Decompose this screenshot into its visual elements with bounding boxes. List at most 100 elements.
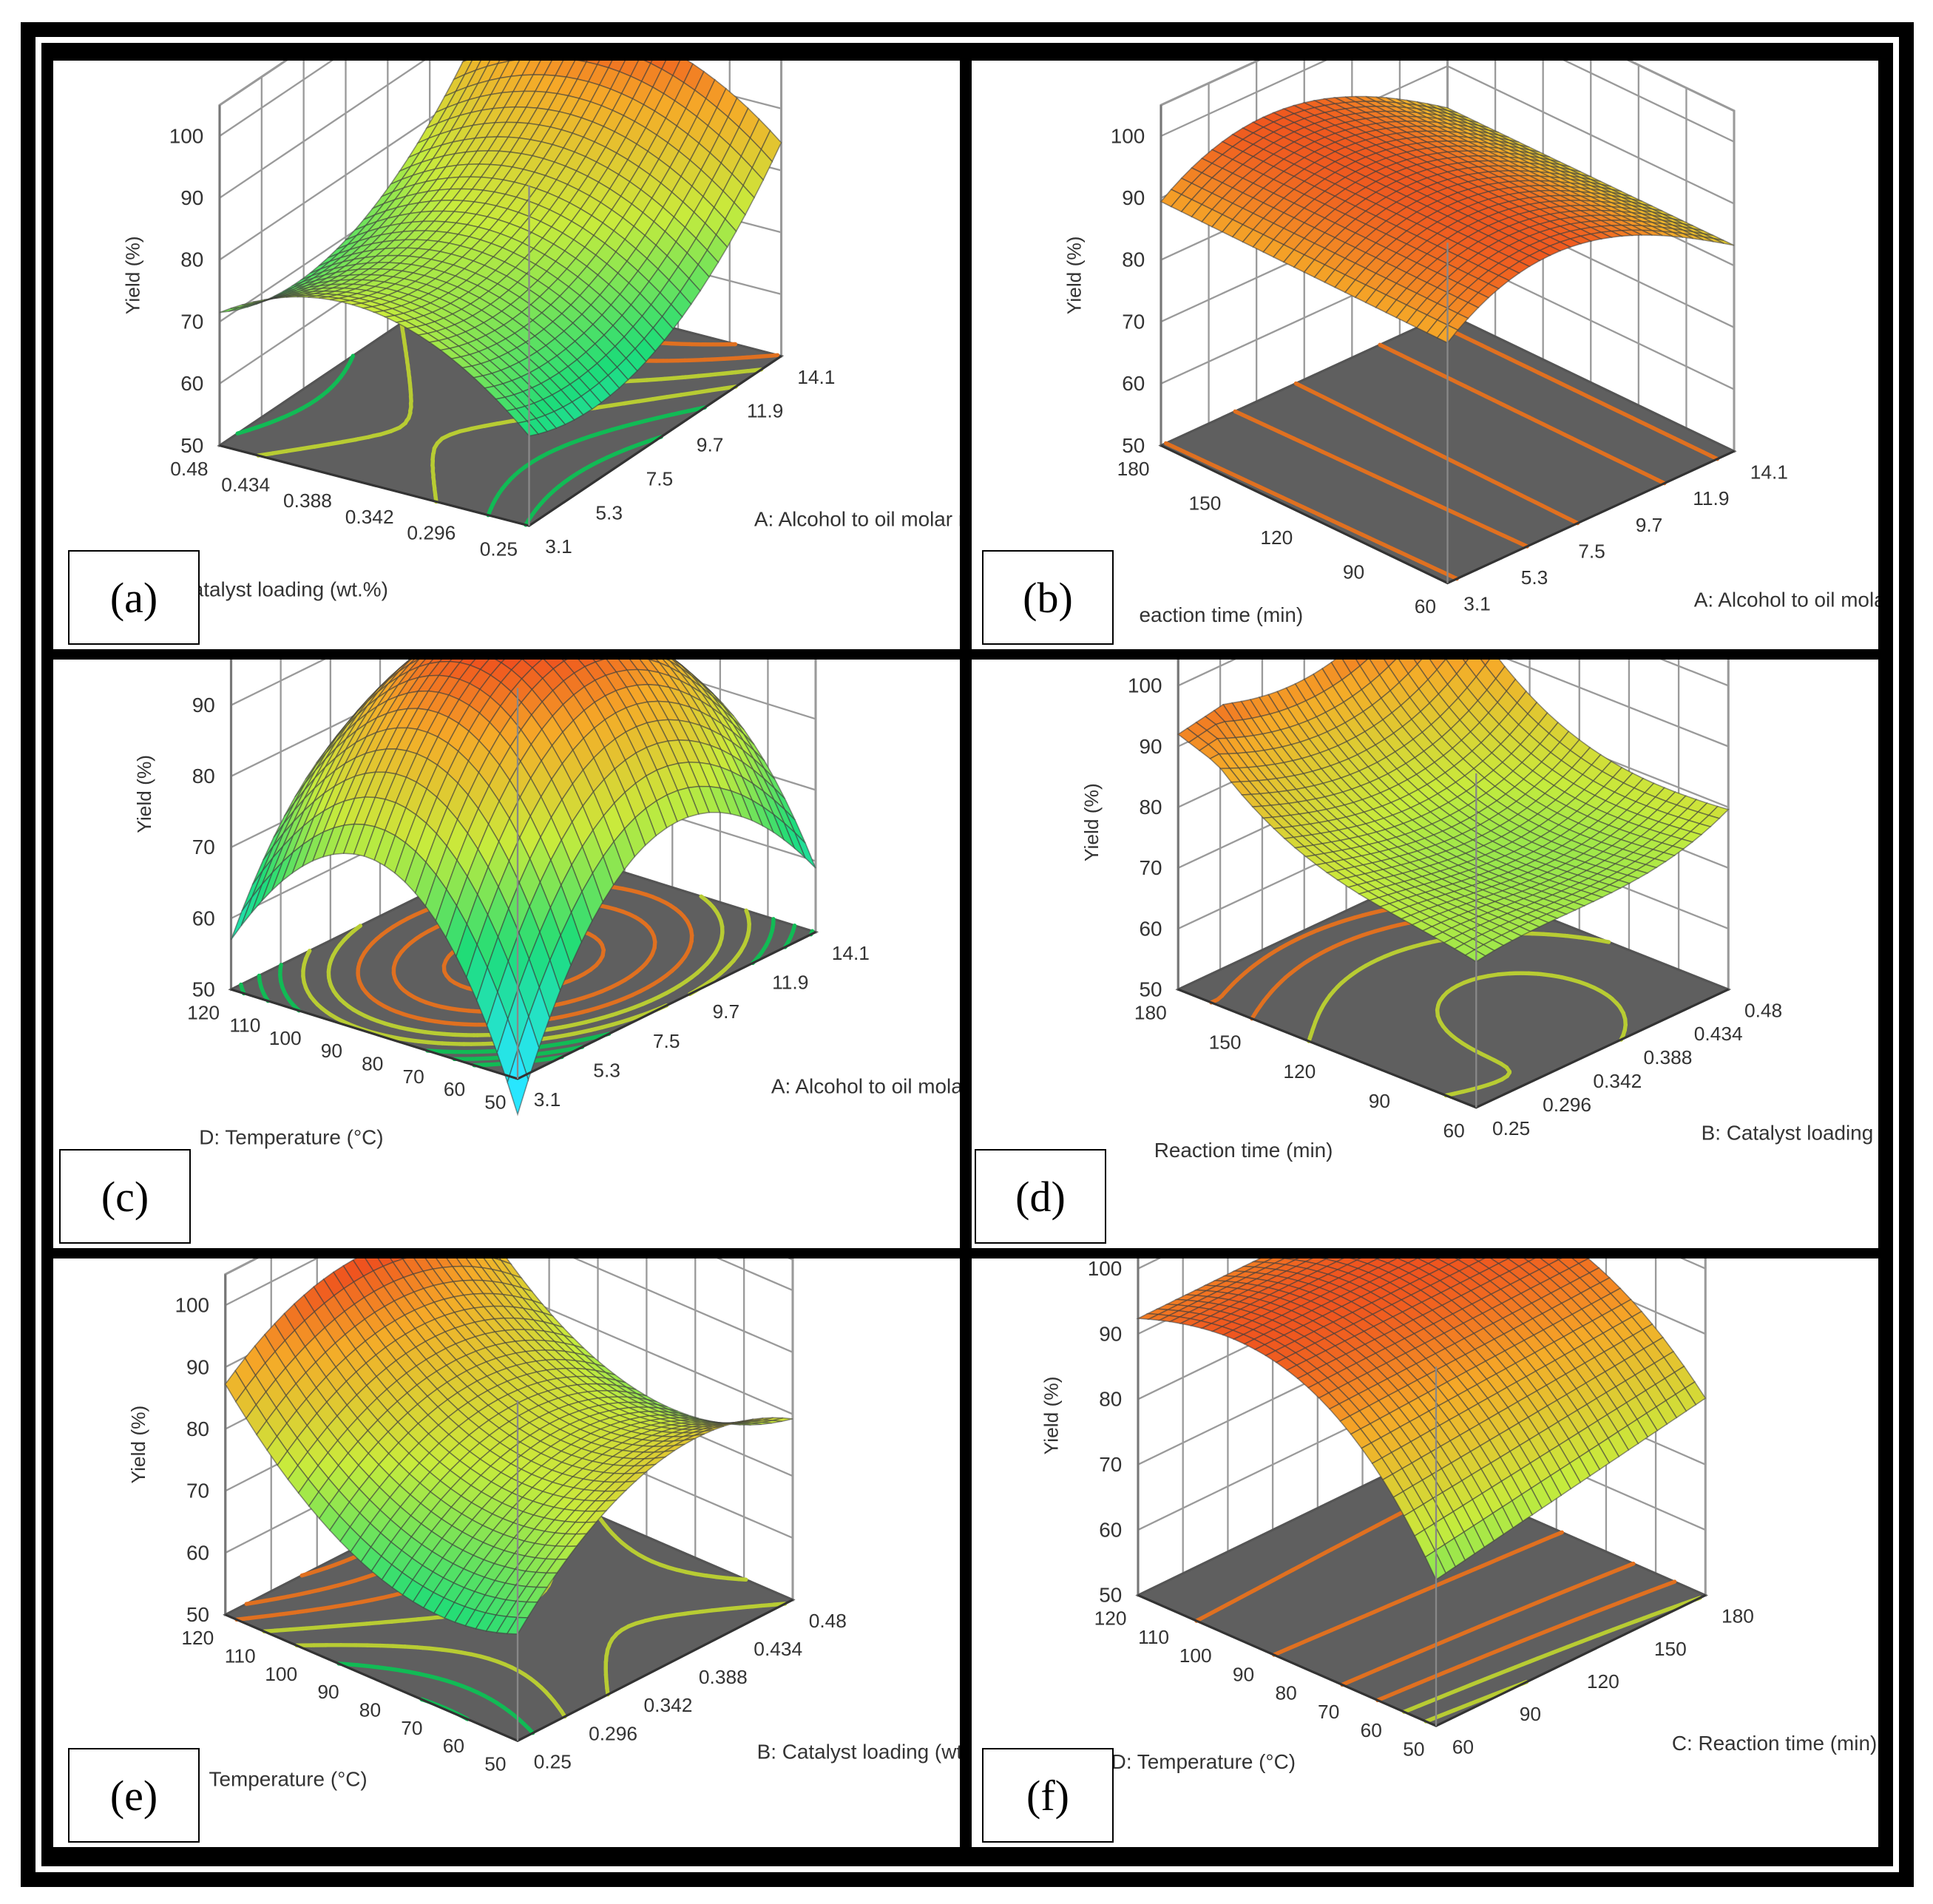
y-tick-label: 100 (265, 1663, 297, 1685)
z-axis-label: Yield (%) (133, 755, 155, 833)
y-tick-label: 70 (1318, 1701, 1339, 1723)
z-tick-label: 90 (180, 186, 203, 209)
y-tick-label: 120 (181, 1627, 214, 1649)
x-tick-label: 14.1 (832, 942, 870, 964)
y-tick-label: 50 (484, 1753, 506, 1775)
x-tick-label: 11.9 (1693, 487, 1729, 509)
x-tick-label: 7.5 (1578, 540, 1605, 562)
surface-plot-b: 50 60 70 80 90 100 Yield (%) 3.1 5.3 7.5 9.7 11.9 14… (1063, 61, 1878, 626)
z-tick-label: 90 (186, 1355, 209, 1378)
surface-plot-e: 50 60 70 80 90 100 Yield (%) 0.25 0.296 0.342 0.38… (127, 1258, 960, 1790)
x-tick-label: 7.5 (653, 1030, 680, 1052)
y-tick-label: 60 (444, 1078, 465, 1100)
z-tick-label: 100 (169, 124, 204, 147)
x-tick-label: 11.9 (772, 971, 808, 993)
y-tick-label: 60 (1443, 1119, 1464, 1142)
y-tick-label: 0.48 (170, 458, 208, 480)
y-tick-label: 150 (1188, 492, 1221, 514)
x-tick-label: 120 (1587, 1670, 1619, 1693)
y-tick-label: 110 (229, 1014, 260, 1037)
z-tick-label: 100 (1111, 124, 1145, 147)
y-tick-label: 0.434 (221, 474, 270, 496)
y-tick-label: 80 (359, 1698, 381, 1721)
panel-f: 50 60 70 80 90 100 Yield (%) 60 90 120 150 180 C: Re… (972, 1258, 1878, 1847)
y-tick-label: 110 (225, 1644, 256, 1667)
y-tick-label: 60 (1361, 1719, 1382, 1741)
panel-a: 50 60 70 80 90 100 Yield (%) 3.1 5.3 7.5 9.7 11.9 14… (53, 61, 960, 649)
x-tick-label: 3.1 (534, 1088, 561, 1111)
x-tick-label: 5.3 (593, 1060, 620, 1082)
z-tick-label: 70 (1140, 856, 1162, 879)
y-tick-label: 110 (1138, 1626, 1169, 1648)
z-tick-label: 100 (1088, 1258, 1123, 1280)
z-tick-label: 50 (1122, 434, 1145, 457)
x-tick-label: 0.296 (589, 1722, 637, 1744)
x-tick-label: 9.7 (697, 434, 724, 456)
z-tick-label: 70 (186, 1480, 209, 1502)
z-tick-label: 100 (175, 1294, 210, 1317)
z-tick-label: 60 (186, 1541, 209, 1564)
y-axis-label: Reaction time (min) (1154, 1139, 1333, 1162)
x-tick-label: 150 (1654, 1638, 1687, 1660)
x-tick-label: 7.5 (646, 467, 674, 489)
x-axis-label: B: Catalyst loading (wt.%) (757, 1741, 960, 1764)
z-tick-label: 90 (1122, 186, 1145, 209)
panel-label-f: (f) (982, 1748, 1114, 1843)
z-axis-label: Yield (%) (1063, 236, 1086, 314)
y-axis-label: atalyst loading (wt.%) (192, 577, 388, 600)
z-tick-label: 60 (1099, 1518, 1122, 1541)
x-tick-label: 0.48 (809, 1610, 847, 1632)
y-tick-label: 70 (402, 1066, 424, 1088)
surface-plot-c: 50 60 70 80 90 100 Yield (%) 3.1 5.3 7.5 9.7 11.9 14… (133, 660, 960, 1149)
z-axis-label: Yield (%) (127, 1406, 149, 1484)
z-tick-label: 50 (186, 1603, 209, 1626)
y-axis-label: Temperature (°C) (209, 1767, 368, 1790)
panel-label-b: (b) (982, 550, 1114, 645)
panel-c: 50 60 70 80 90 100 Yield (%) 3.1 5.3 7.5 9.7 11.9 14… (53, 660, 960, 1248)
floor-contours (1163, 319, 1720, 581)
y-tick-label: 90 (321, 1040, 342, 1062)
response-surface (230, 660, 816, 1117)
y-tick-label: 90 (1233, 1663, 1254, 1685)
z-axis-label: Yield (%) (1080, 783, 1103, 861)
x-tick-label: 0.434 (1694, 1023, 1743, 1045)
y-tick-label: 50 (1403, 1738, 1424, 1760)
z-tick-label: 80 (192, 765, 215, 787)
x-tick-label: 180 (1722, 1605, 1754, 1627)
y-tick-label: 0.388 (283, 489, 332, 512)
y-tick-label: 90 (317, 1681, 339, 1703)
y-tick-label: 90 (1369, 1090, 1390, 1112)
y-tick-label: 60 (443, 1735, 464, 1757)
z-tick-label: 60 (1122, 372, 1145, 395)
z-tick-label: 70 (1099, 1453, 1122, 1476)
x-tick-label: 0.25 (1492, 1117, 1530, 1139)
z-tick-label: 90 (1099, 1322, 1122, 1345)
y-axis-label: eaction time (min) (1140, 603, 1304, 626)
z-tick-label: 100 (1128, 674, 1162, 697)
surface-plot-f: 50 60 70 80 90 100 Yield (%) 60 90 120 150 180 C: Re… (1040, 1258, 1877, 1773)
x-tick-label: 3.1 (545, 535, 572, 558)
y-tick-label: 180 (1134, 1001, 1167, 1023)
floor-edge (1137, 1593, 1706, 1727)
z-tick-label: 90 (1140, 735, 1162, 758)
response-surface (1177, 660, 1730, 963)
y-tick-label: 80 (362, 1052, 383, 1074)
x-tick-label: 0.296 (1543, 1094, 1591, 1116)
y-tick-label: 50 (484, 1091, 506, 1113)
panel-label-c: (c) (59, 1149, 191, 1244)
z-tick-label: 80 (1099, 1388, 1122, 1411)
x-tick-label: 0.434 (754, 1638, 802, 1660)
y-tick-label: 0.296 (407, 522, 456, 544)
x-tick-label: 60 (1452, 1735, 1474, 1758)
z-tick-label: 80 (180, 248, 203, 271)
y-tick-label: 0.25 (480, 538, 518, 560)
surface-plot-d: 50 60 70 80 90 100 Yield (%) 0.25 0.2960.3420.38… (1080, 660, 1878, 1162)
x-tick-label: 90 (1520, 1703, 1541, 1725)
z-tick-label: 50 (192, 978, 215, 1000)
y-tick-label: 120 (1283, 1060, 1316, 1083)
x-tick-label: 0.342 (644, 1694, 693, 1716)
x-axis-label: A: Alcohol to oil molar ratio (1694, 589, 1878, 611)
response-surface (219, 61, 782, 437)
y-axis-label: D: Temperature (°C) (199, 1126, 383, 1149)
x-axis-label: A: Alcohol to oil molar ratio (754, 507, 960, 530)
